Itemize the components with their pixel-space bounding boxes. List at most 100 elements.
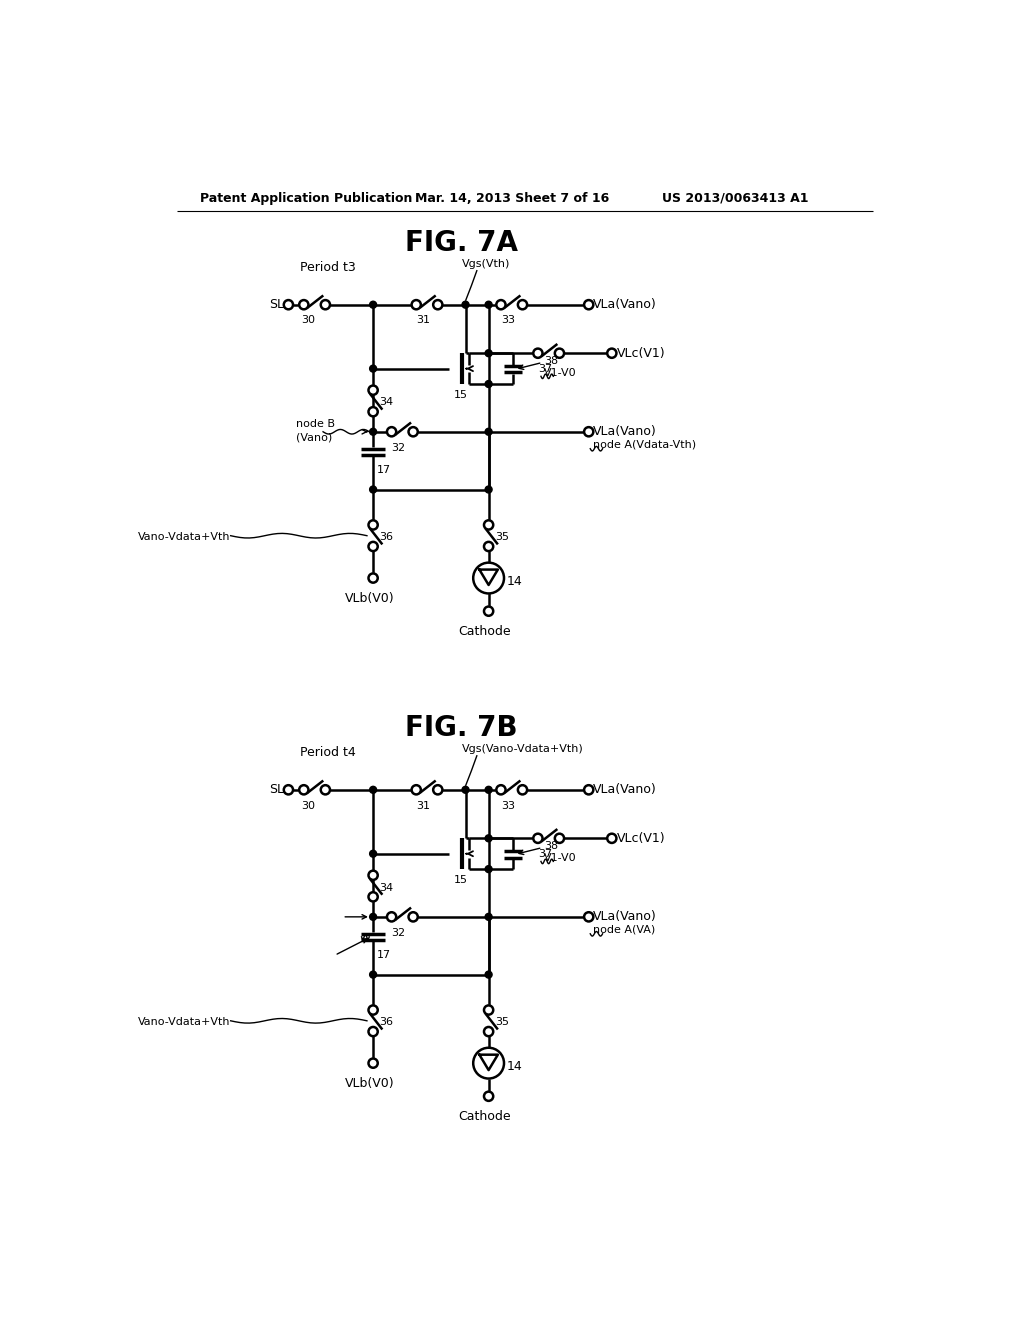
Text: 17: 17	[377, 950, 391, 961]
Circle shape	[534, 834, 543, 843]
Circle shape	[462, 301, 469, 308]
Circle shape	[369, 541, 378, 552]
Text: Cathode: Cathode	[459, 1110, 511, 1123]
Text: Vano-Vdata+Vth: Vano-Vdata+Vth	[138, 532, 230, 543]
Text: Period t4: Period t4	[300, 746, 355, 759]
Circle shape	[555, 834, 564, 843]
Text: Vano-Vdata+Vth: Vano-Vdata+Vth	[138, 1018, 230, 1027]
Text: 33: 33	[501, 800, 515, 810]
Text: node A(Vdata-Vth): node A(Vdata-Vth)	[593, 440, 696, 449]
Text: V1-V0: V1-V0	[544, 368, 577, 379]
Text: V1-V0: V1-V0	[544, 853, 577, 863]
Text: Period t3: Period t3	[300, 261, 355, 275]
Circle shape	[484, 1027, 494, 1036]
Circle shape	[484, 520, 494, 529]
Text: US 2013/0063413 A1: US 2013/0063413 A1	[662, 191, 808, 205]
Circle shape	[607, 834, 616, 843]
Circle shape	[484, 1006, 494, 1015]
Text: 31: 31	[416, 315, 430, 326]
Circle shape	[485, 972, 493, 978]
Circle shape	[534, 348, 543, 358]
Circle shape	[299, 785, 308, 795]
Circle shape	[473, 1048, 504, 1078]
Circle shape	[387, 428, 396, 437]
Circle shape	[497, 785, 506, 795]
Circle shape	[484, 541, 494, 552]
Text: FIG. 7A: FIG. 7A	[406, 230, 518, 257]
Circle shape	[518, 785, 527, 795]
Circle shape	[299, 300, 308, 309]
Circle shape	[485, 787, 493, 793]
Circle shape	[412, 785, 421, 795]
Text: 30: 30	[301, 800, 315, 810]
Text: 34: 34	[379, 397, 393, 408]
Circle shape	[370, 787, 377, 793]
Circle shape	[370, 850, 377, 857]
Text: VLa(Vano): VLa(Vano)	[593, 783, 657, 796]
Circle shape	[584, 912, 593, 921]
Circle shape	[433, 785, 442, 795]
Circle shape	[369, 520, 378, 529]
Text: VLc(V1): VLc(V1)	[616, 347, 665, 360]
Text: Mar. 14, 2013 Sheet 7 of 16: Mar. 14, 2013 Sheet 7 of 16	[416, 191, 609, 205]
Circle shape	[584, 300, 593, 309]
Text: 17: 17	[377, 465, 391, 475]
Circle shape	[284, 785, 293, 795]
Text: 15: 15	[454, 875, 468, 886]
Circle shape	[485, 428, 493, 436]
Text: 14: 14	[507, 1060, 523, 1073]
Text: 37: 37	[539, 364, 553, 374]
Circle shape	[369, 407, 378, 416]
Text: Vgs(Vth): Vgs(Vth)	[462, 259, 510, 269]
Text: SL: SL	[268, 783, 284, 796]
Text: node B: node B	[296, 418, 335, 429]
Text: VLa(Vano): VLa(Vano)	[593, 298, 657, 312]
Text: 32: 32	[391, 442, 406, 453]
Circle shape	[321, 300, 330, 309]
Circle shape	[412, 300, 421, 309]
Circle shape	[409, 912, 418, 921]
Circle shape	[584, 428, 593, 437]
Circle shape	[485, 913, 493, 920]
Text: VLa(Vano): VLa(Vano)	[593, 911, 657, 924]
Circle shape	[484, 1092, 494, 1101]
Text: 35: 35	[495, 532, 509, 543]
Text: VLb(V0): VLb(V0)	[344, 591, 394, 605]
Text: Patent Application Publication: Patent Application Publication	[200, 191, 413, 205]
Circle shape	[369, 385, 378, 395]
Circle shape	[387, 912, 396, 921]
Text: SL: SL	[268, 298, 284, 312]
Text: node A(VA): node A(VA)	[593, 924, 655, 935]
Circle shape	[284, 300, 293, 309]
Circle shape	[370, 972, 377, 978]
Text: 35: 35	[495, 1018, 509, 1027]
Circle shape	[370, 428, 377, 436]
Circle shape	[584, 785, 593, 795]
Circle shape	[462, 787, 469, 793]
Circle shape	[555, 348, 564, 358]
Text: 34: 34	[379, 883, 393, 892]
Circle shape	[369, 892, 378, 902]
Circle shape	[370, 486, 377, 492]
Text: Cathode: Cathode	[459, 626, 511, 638]
Circle shape	[485, 834, 493, 842]
Text: 36: 36	[379, 1018, 393, 1027]
Circle shape	[369, 573, 378, 582]
Text: 36: 36	[379, 532, 393, 543]
Text: VLb(V0): VLb(V0)	[344, 1077, 394, 1090]
Text: 38: 38	[544, 356, 558, 366]
Circle shape	[409, 428, 418, 437]
Circle shape	[518, 300, 527, 309]
Text: 38: 38	[544, 841, 558, 851]
Circle shape	[370, 301, 377, 308]
Text: 31: 31	[416, 800, 430, 810]
Circle shape	[433, 300, 442, 309]
Circle shape	[370, 913, 377, 920]
Text: 32: 32	[391, 928, 406, 937]
Circle shape	[485, 350, 493, 356]
Text: 37: 37	[539, 849, 553, 859]
Text: 30: 30	[301, 315, 315, 326]
Circle shape	[607, 348, 616, 358]
Circle shape	[485, 866, 493, 873]
Circle shape	[370, 366, 377, 372]
